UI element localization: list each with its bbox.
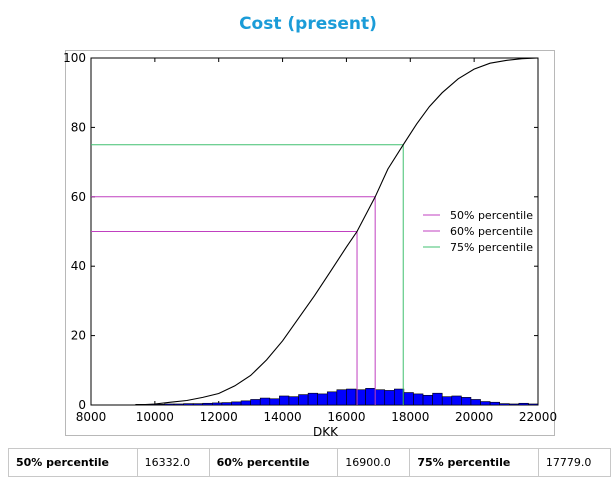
histogram-bar <box>183 403 194 406</box>
histogram-bar <box>394 388 405 406</box>
histogram-bar <box>528 403 539 406</box>
histogram-bar <box>499 403 510 406</box>
y-tick-label: 20 <box>71 329 86 343</box>
legend: 50% percentile 60% percentile 75% percenti… <box>423 209 533 254</box>
histogram-bar <box>413 393 424 406</box>
histogram-bar <box>451 395 462 406</box>
y-tick-label: 100 <box>63 51 86 65</box>
histogram-bar <box>221 402 232 406</box>
legend-label: 75% percentile <box>450 241 533 254</box>
table-cell-label: 50% percentile <box>8 448 138 477</box>
x-tick-label: 14000 <box>263 410 301 424</box>
histogram-bar <box>480 401 491 406</box>
histogram-bar <box>269 398 280 406</box>
x-tick-label: 18000 <box>391 410 429 424</box>
histogram-bar <box>384 390 395 406</box>
table-cell-label: 60% percentile <box>208 448 339 477</box>
histogram-bar <box>403 392 414 406</box>
histogram-bar <box>298 394 309 406</box>
histogram-bar <box>326 391 338 406</box>
y-tick-label: 80 <box>71 120 86 134</box>
table-cell-value: 16332.0 <box>136 448 210 477</box>
cdf-line <box>135 57 539 406</box>
table-cell-value: 17779.0 <box>537 448 612 477</box>
histogram-bar <box>250 399 261 406</box>
histogram-bar <box>441 396 453 406</box>
histogram-bar <box>164 403 175 406</box>
cdf-chart: 8000 10000 12000 14000 16000 18000 20000 22000 0… <box>63 51 557 439</box>
legend-label: 60% percentile <box>450 225 533 238</box>
axes: 8000 10000 12000 14000 16000 18000 20000 22000 0… <box>63 51 557 439</box>
x-tick-label: 20000 <box>455 410 493 424</box>
table-cell-label: 75% percentile <box>409 448 539 477</box>
x-tick-label: 10000 <box>136 410 174 424</box>
histogram-bar <box>470 399 481 406</box>
histogram-bar <box>202 402 213 406</box>
histogram-bar <box>518 402 529 406</box>
histogram-bar <box>231 401 242 406</box>
cdf-curve <box>135 57 539 406</box>
histogram-bar <box>508 403 520 406</box>
legend-label: 50% percentile <box>450 209 533 222</box>
histogram-bar <box>240 400 251 406</box>
histogram-bar <box>317 393 328 406</box>
x-tick-label: 12000 <box>200 410 238 424</box>
histogram-bar <box>422 394 433 406</box>
histogram-bar <box>259 397 271 406</box>
histogram-bar <box>346 388 357 406</box>
histogram-bar <box>192 403 204 406</box>
x-axis-label: DKK <box>313 425 339 439</box>
histogram-bar <box>154 404 165 406</box>
x-tick-label: 16000 <box>327 410 365 424</box>
histogram-bar <box>336 389 347 406</box>
histogram-bar <box>432 392 443 406</box>
y-tick-label: 60 <box>71 190 86 204</box>
percentile-table: 50% percentile 16332.0 60% percentile 16… <box>8 448 612 477</box>
histogram-bar <box>365 388 376 406</box>
table-row: 50% percentile 16332.0 60% percentile 16… <box>8 448 612 477</box>
chart-frame <box>65 50 555 436</box>
histogram-bar <box>173 403 184 406</box>
histogram-bar <box>489 401 500 406</box>
y-tick-label: 40 <box>71 259 86 273</box>
percentile-lines <box>91 144 404 405</box>
y-tick-label: 0 <box>78 398 86 412</box>
x-tick-label: 22000 <box>519 410 557 424</box>
histogram <box>135 388 539 406</box>
chart-title: Cost (present) <box>239 14 377 34</box>
histogram-bar <box>461 397 472 406</box>
x-tick-label: 8000 <box>76 410 107 424</box>
table-cell-value: 16900.0 <box>337 448 411 477</box>
histogram-bar <box>212 402 223 406</box>
histogram-bar <box>374 389 386 406</box>
histogram-bar <box>307 392 318 406</box>
histogram-bar <box>279 395 290 406</box>
histogram-bar <box>288 396 299 406</box>
